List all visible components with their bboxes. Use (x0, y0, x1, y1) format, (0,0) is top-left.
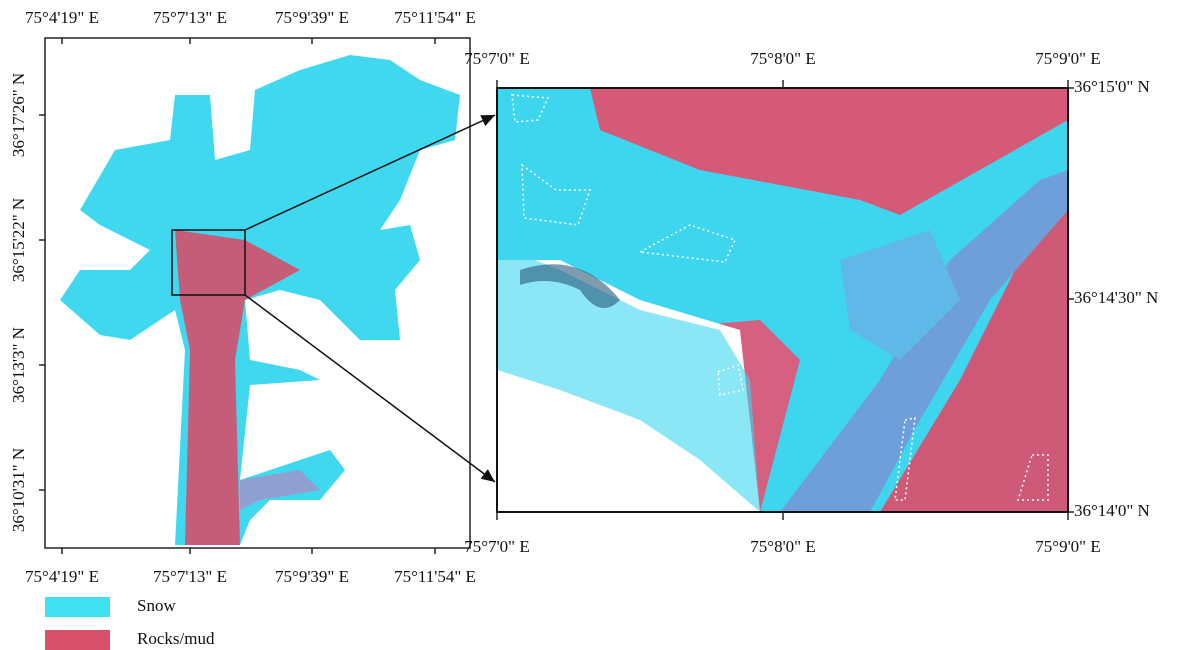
tick-label: 36°15'22" N (9, 198, 28, 282)
figure: Snow Rocks/mud 75°4'19" E 75°7'13" E 75°9'… (0, 0, 1198, 650)
tick-label: 36°14'0" N (1074, 501, 1150, 520)
legend-label: Snow (137, 596, 176, 615)
tick-label: 75°8'0" E (750, 537, 815, 556)
tick-label: 75°4'19" E (25, 567, 99, 586)
tick-label: 36°10'31" N (9, 448, 28, 532)
tick-label: 75°7'0" E (464, 49, 529, 68)
tick-label: 75°7'13" E (153, 8, 227, 27)
tick-label: 36°17'26" N (9, 73, 28, 157)
tick-label: 75°4'19" E (25, 8, 99, 27)
legend-swatch (45, 597, 110, 617)
legend-swatch (45, 630, 110, 650)
tick-label: 75°9'0" E (1035, 49, 1100, 68)
tick-label: 75°9'39" E (275, 567, 349, 586)
tick-label: 36°15'0" N (1074, 77, 1150, 96)
tick-label: 75°8'0" E (750, 49, 815, 68)
tick-label: 36°13'3" N (9, 327, 28, 403)
legend-label: Rocks/mud (137, 629, 215, 648)
tick-label: 75°9'0" E (1035, 537, 1100, 556)
tick-label: 75°9'39" E (275, 8, 349, 27)
tick-label: 75°7'13" E (153, 567, 227, 586)
tick-label: 75°11'54" E (394, 567, 476, 586)
tick-label: 75°7'0" E (464, 537, 529, 556)
tick-label: 75°11'54" E (394, 8, 476, 27)
tick-label: 36°14'30" N (1074, 288, 1158, 307)
zoom-image (497, 88, 1068, 512)
